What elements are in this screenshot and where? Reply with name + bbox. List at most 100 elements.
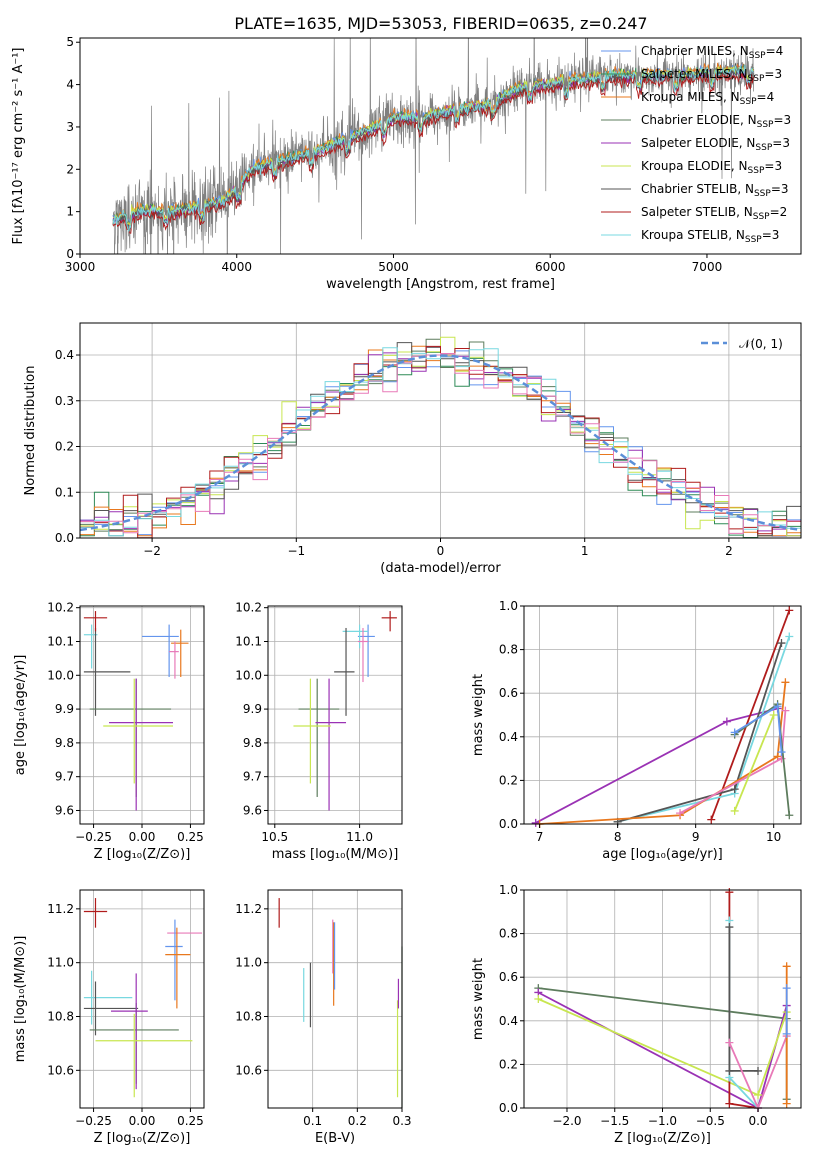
x-axis-label: Z [log₁₀(Z/Z⊙)] [94,1131,191,1146]
figure-title: PLATE=1635, MJD=53053, FIBERID=0635, z=0… [234,14,647,33]
weight-line [710,610,791,820]
y-tick-label: 11.2 [47,902,74,916]
x-tick-label: 7000 [692,260,723,274]
y-tick-label: 0.4 [499,1014,518,1028]
weight-marker [754,1090,763,1099]
weight-marker [534,995,543,1003]
weight-marker [785,811,794,820]
y-tick-label: 10.0 [235,668,262,682]
model-spectrum-line [112,71,754,234]
weight-marker [782,1029,791,1038]
weight-marker [777,639,786,648]
observed-spectrum [112,38,755,254]
x-axis-label: age [log₁₀(age/yr)] [602,847,723,862]
weight-marker [725,888,734,897]
x-tick-label: 2 [725,544,733,558]
x-tick-label: 0.00 [129,830,156,844]
weight-marker [782,984,791,993]
x-tick-label: 6000 [535,260,566,274]
y-tick-label: 0.0 [499,1101,518,1115]
legend-entry: Chabrier ELODIE, NSSP=3 [641,113,791,130]
weight-line [539,682,787,825]
legend-entry: 𝒩(0, 1) [739,337,783,351]
x-tick-label: −1 [287,544,305,558]
weight-marker [725,1099,734,1108]
age-vs-mass-panel: 10.5 11.0 9.6 9.7 9.8 9.9 10.0 10.1 10.2 mass [lo… [235,601,403,862]
y-tick-label: 10.0 [47,668,74,682]
x-axis-label: E(B-V) [315,1131,355,1146]
weight-marker [725,1066,734,1075]
legend-entry: Chabrier MILES, NSSP=4 [641,44,783,61]
y-tick-label: 0.0 [499,817,518,831]
y-tick-label: 0.4 [499,730,518,744]
weight-line [728,927,758,1072]
y-tick-label: 0.1 [55,485,74,499]
x-tick-label: 0 [437,544,445,558]
x-tick-label: 5000 [378,260,409,274]
weight-marker [730,806,739,815]
y-tick-label: 10.2 [47,601,74,615]
legend-entry: Salpeter ELODIE, NSSP=3 [641,136,790,153]
x-axis-label: Z [log₁₀(Z/Z⊙)] [614,1131,711,1146]
model-spectrum-line [112,64,754,233]
x-tick-label: −1.0 [648,1114,677,1128]
weight-marker [676,809,685,818]
histogram-step [80,347,801,537]
mass-vs-metallicity-panel: −0.25 0.00 0.25 10.6 10.8 11.0 11.2 Z [log₁₀(Z/… [13,889,205,1146]
x-tick-label: 4000 [221,260,252,274]
weight-marker [730,785,739,794]
x-tick-label: 0.00 [129,1114,156,1128]
y-tick-label: 10.6 [235,1063,262,1077]
x-tick-label: −0.25 [75,1114,112,1128]
y-axis-label: mass weight [471,674,486,756]
normal-distribution-curve [79,354,802,532]
y-tick-label: 1.0 [499,599,518,613]
y-tick-label: 0.8 [499,927,518,941]
weight-marker [785,632,794,641]
y-tick-label: 11.0 [47,956,74,970]
y-tick-label: 2 [66,162,74,176]
x-tick-label: 10 [766,830,781,844]
weight-marker [782,962,791,971]
x-tick-label: 0.1 [303,1114,322,1128]
legend-entry: Kroupa ELODIE, NSSP=3 [641,159,782,176]
y-tick-label: 10.6 [47,1063,74,1077]
weight-marker [531,818,540,827]
weight-marker [730,728,739,737]
x-tick-label: 11.0 [346,830,373,844]
x-tick-label: 0.25 [177,1114,204,1128]
weight-marker [769,711,778,719]
y-tick-label: 9.7 [243,770,262,784]
y-tick-label: 11.2 [235,902,262,916]
y-tick-label: 10.2 [235,601,262,615]
y-tick-label: 11.0 [235,956,262,970]
weight-line [617,636,791,823]
y-tick-label: 9.7 [55,770,74,784]
legend-entry: Salpeter STELIB, NSSP=2 [641,205,787,222]
legend-entry: Kroupa STELIB, NSSP=3 [641,228,779,245]
y-tick-label: 0.3 [55,394,74,408]
spectrum-panel: 3000 4000 5000 6000 7000 0 1 2 3 4 5 wavelength [An… [11,35,802,292]
x-tick-label: 10.5 [261,830,288,844]
x-axis-label: wavelength [Angstrom, rest frame] [326,277,555,292]
weight-marker [754,1066,763,1075]
weight-marker [722,717,731,726]
x-axis-label: (data-model)/error [380,561,501,576]
weight-vs-metallicity-panel: −2.0 −1.5 −1.0 −0.5 0.0 0.0 0.2 0.4 0.6 0.8 1.0 Z [… [471,883,802,1146]
y-tick-label: 0.6 [499,686,518,700]
mass-vs-ebv-panel: 0.1 0.2 0.3 10.6 10.8 11.0 11.2 E(B-V) [235,889,412,1146]
weight-line [733,714,775,812]
axes-frame [79,37,802,255]
y-axis-label: mass weight [471,958,486,1040]
y-axis-label: Flux [fλ10⁻¹⁷ erg cm⁻² s⁻¹ A⁻¹] [11,48,26,245]
x-axis-label: mass [log₁₀(M/M⊙)] [272,847,399,862]
y-tick-label: 10.1 [235,634,262,648]
weight-marker [707,815,716,824]
y-tick-label: 0.6 [499,970,518,984]
y-tick-label: 10.8 [47,1009,74,1023]
weight-marker [781,706,790,715]
y-tick-label: 0.0 [55,531,74,545]
x-tick-label: −2 [143,544,161,558]
y-axis-label: Normed distribution [23,366,38,496]
